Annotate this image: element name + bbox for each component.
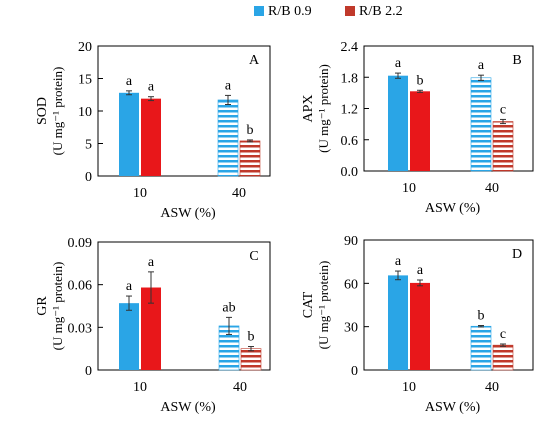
x-axis-label: ASW (%) [160, 206, 216, 221]
bar [119, 92, 139, 176]
y-tick-label: 60 [344, 277, 358, 292]
y-tick-label: 5 [85, 138, 92, 153]
chart-panel-c: 0 0.03 0.06 0.09 aa 10 abb 40 C ASW (%) GR (U mg⁻¹ … [35, 236, 271, 415]
y-axis-label: GR [35, 296, 50, 316]
x-axis-label: ASW (%) [425, 201, 481, 216]
legend-swatch-rb09 [254, 6, 264, 16]
bar [470, 77, 492, 172]
x-tick-label: 40 [233, 380, 247, 395]
y-tick-label: 1.2 [341, 103, 359, 118]
bar [217, 99, 239, 177]
panel-label: B [512, 53, 521, 68]
bar [470, 325, 492, 371]
significance-letter: b [247, 123, 254, 138]
y-axis-label: CAT [301, 291, 316, 318]
significance-letter: a [395, 254, 402, 269]
significance-letter: a [148, 80, 155, 95]
bar [119, 303, 139, 370]
y-tick-label: 30 [344, 321, 358, 336]
bar [492, 121, 514, 172]
bar [410, 282, 430, 370]
y-tick-label: 0.06 [68, 279, 93, 294]
significance-letter: a [126, 279, 133, 294]
bar [492, 344, 514, 371]
y-axis-unit: (U mg⁻¹ protein) [316, 64, 331, 153]
y-axis-unit: (U mg⁻¹ protein) [50, 262, 65, 351]
y-axis-unit: (U mg⁻¹ protein) [50, 67, 65, 156]
panel-label: A [249, 53, 260, 68]
bar [410, 91, 430, 171]
y-tick-label: 0.09 [68, 236, 93, 251]
x-axis-label: ASW (%) [160, 400, 216, 415]
y-tick-label: 0 [85, 170, 92, 185]
significance-letter: b [248, 330, 255, 345]
y-tick-label: 0.6 [341, 134, 359, 149]
y-tick-label: 0.0 [341, 165, 359, 180]
legend-swatch-rb22 [345, 6, 355, 16]
x-tick-label: 10 [402, 380, 416, 395]
x-tick-label: 40 [485, 181, 499, 196]
y-axis-unit: (U mg⁻¹ protein) [316, 261, 331, 350]
y-tick-label: 0.03 [68, 321, 93, 336]
x-tick-label: 10 [133, 380, 147, 395]
significance-letter: a [478, 58, 485, 73]
significance-letter: a [225, 78, 232, 93]
significance-letter: ab [222, 300, 235, 315]
panel-label: D [512, 247, 522, 262]
y-tick-label: 0 [85, 364, 92, 379]
bar [141, 287, 161, 370]
legend-label-rb22: R/B 2.2 [359, 4, 403, 19]
legend-label-rb09: R/B 0.9 [268, 4, 312, 19]
y-axis-label: SOD [35, 97, 50, 125]
significance-letter: b [417, 73, 424, 88]
bar [239, 140, 261, 177]
legend: R/B 0.9 R/B 2.2 [254, 4, 403, 19]
y-tick-label: 0 [351, 364, 358, 379]
y-tick-label: 15 [78, 73, 92, 88]
bar [141, 98, 161, 176]
significance-letter: a [417, 263, 424, 278]
y-axis-label: APX [301, 94, 316, 122]
bar [240, 348, 262, 371]
bar [388, 275, 408, 370]
y-tick-label: 1.8 [341, 71, 359, 86]
significance-letter: a [148, 255, 155, 270]
significance-letter: c [500, 102, 506, 117]
x-tick-label: 10 [402, 181, 416, 196]
y-tick-label: 90 [344, 234, 358, 249]
plot-frame [363, 239, 534, 371]
chart-panel-d: 0 30 60 90 aa 10 bc 40 D ASW (%) CAT (U mg⁻¹ protei… [301, 234, 534, 415]
x-tick-label: 40 [232, 186, 246, 201]
significance-letter: a [126, 74, 133, 89]
bar [388, 75, 408, 171]
significance-letter: c [500, 327, 506, 342]
x-tick-label: 10 [133, 186, 147, 201]
y-tick-label: 20 [78, 40, 92, 55]
x-axis-label: ASW (%) [425, 400, 481, 415]
significance-letter: b [478, 309, 485, 324]
y-tick-label: 10 [78, 105, 92, 120]
panel-label: C [249, 249, 258, 264]
x-tick-label: 40 [485, 380, 499, 395]
significance-letter: a [395, 56, 402, 71]
y-tick-label: 2.4 [341, 40, 359, 55]
plot-frame [97, 241, 271, 371]
